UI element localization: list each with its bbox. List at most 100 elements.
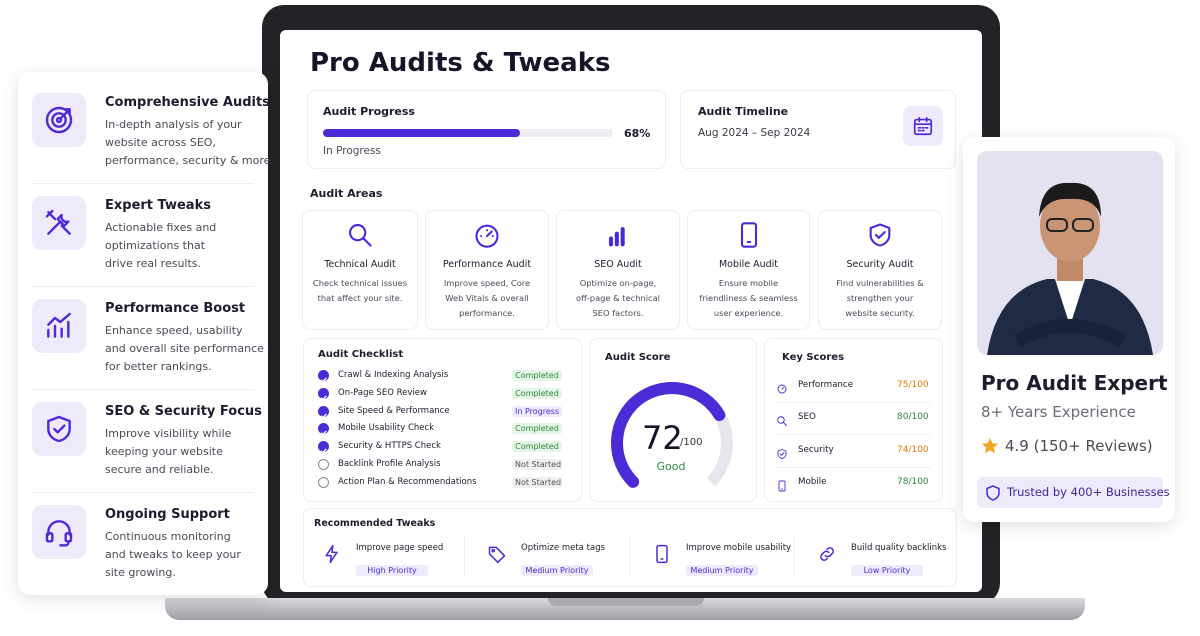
shield-icon [986, 485, 1000, 501]
check-circle [318, 423, 329, 436]
status-pill: Completed [512, 441, 562, 453]
gauge-value [611, 382, 726, 488]
timeline-heading: Audit Timeline [698, 105, 789, 118]
area-card: Performance Audit Improve speed, Core Web … [425, 210, 549, 330]
check-task: Crawl & Indexing Analysis [338, 370, 449, 380]
check-task: On-Page SEO Review [338, 387, 427, 398]
area-icon-svg [608, 227, 625, 247]
feature-text: In-depth analysis of your [105, 118, 242, 131]
areas-heading: Audit Areas [310, 187, 383, 200]
score-value: 72 [642, 419, 683, 457]
feature-title: Ongoing Support [105, 507, 230, 522]
checklist-card: Audit Checklist Crawl & Indexing Analysis… [303, 338, 582, 502]
key-icon-svg [777, 384, 787, 394]
check-circle [318, 405, 329, 419]
key-icon [776, 445, 788, 464]
key-name: Performance [798, 380, 854, 390]
key-scores-heading: Key Scores [782, 352, 845, 363]
calendar-icon-svg [913, 116, 933, 136]
feature-text: keeping your website [105, 445, 223, 458]
tweak-title: Improve page speed [356, 543, 444, 553]
feature-title: Comprehensive Audits [105, 95, 270, 110]
feature-text: website across SEO, [105, 136, 216, 149]
star-icon [982, 438, 998, 454]
tweak-icon [322, 544, 342, 568]
check-circle [318, 459, 329, 470]
check-task: Mobile Usability Check [338, 423, 435, 434]
area-title: Mobile Audit [718, 259, 779, 270]
progress-heading: Audit Progress [323, 105, 415, 118]
area-icon [473, 221, 501, 253]
area-icon-svg [869, 223, 891, 247]
feature-text: site growing. [105, 566, 176, 579]
check-circle [318, 476, 329, 488]
status-pill: Completed [512, 387, 562, 399]
progress-status: In Progress [323, 145, 381, 157]
progress-bar [323, 129, 521, 137]
check-circle [318, 370, 329, 383]
area-icon-svg [740, 222, 757, 248]
priority-pill: Low Priority [851, 565, 923, 576]
divider [32, 389, 254, 390]
feature-icon [32, 93, 86, 147]
key-icon-svg [777, 416, 787, 427]
check-task: Site Speed & Performance [338, 405, 450, 416]
area-text: performance. [459, 308, 515, 318]
area-icon-svg [475, 224, 499, 248]
calendar-icon [912, 115, 934, 141]
feature-icon [32, 196, 86, 250]
feature-text: optimizations that [105, 239, 206, 252]
area-title: Technical Audit [324, 259, 396, 270]
icon [43, 516, 75, 552]
divider [776, 434, 931, 436]
trust-badge: Trusted by 400+ Businesses [977, 477, 1170, 508]
status-pill: Completed [512, 370, 562, 381]
key-icon-svg [778, 480, 786, 492]
check-mark [320, 413, 327, 419]
divider [776, 402, 931, 403]
area-card: Technical Audit Check technical issues tha… [302, 210, 418, 330]
dashboard-title: Pro Audits & Tweaks [310, 48, 611, 78]
check-mark [320, 430, 327, 436]
check-circle [318, 441, 329, 454]
tweak-icon-svg [325, 544, 338, 564]
area-title: SEO Audit [594, 259, 642, 270]
divider [32, 183, 254, 184]
checklist-heading: Audit Checklist [318, 349, 404, 360]
feature-text: Improve visibility while [105, 427, 232, 440]
icon [43, 104, 75, 140]
area-text: user experience. [713, 308, 784, 318]
area-title: Security Audit [846, 259, 914, 270]
key-score: 75/100 [897, 380, 929, 390]
area-icon [346, 221, 374, 253]
tweak-icon [487, 544, 507, 568]
priority-pill: Medium Priority [521, 565, 593, 576]
score-max: /100 [680, 437, 703, 448]
key-icon [776, 380, 788, 399]
feature-text: performance, security & more. [105, 154, 274, 167]
key-scores-card: Key Scores Performance 75/100 SEO 80/100 Secu… [764, 338, 943, 502]
area-title: Performance Audit [442, 259, 532, 270]
area-text: off-page & technical [576, 293, 660, 303]
area-icon-svg [349, 224, 372, 247]
divider [32, 286, 254, 287]
feature-text: secure and reliable. [105, 463, 214, 476]
status-pill: Not Started [512, 459, 562, 470]
check-mark [320, 377, 327, 383]
feature-icon [32, 402, 86, 456]
area-card: SEO Audit Optimize on-page, off-page & tec… [556, 210, 680, 330]
divider [32, 492, 254, 493]
key-score: 78/100 [897, 476, 929, 487]
profile-photo [977, 151, 1163, 355]
key-score: 80/100 [897, 412, 929, 423]
feature-text: Enhance speed, usability [105, 324, 243, 337]
laptop-notch [548, 598, 704, 606]
status-pill: Completed [512, 423, 562, 435]
check-task: Backlink Profile Analysis [338, 459, 441, 469]
timeline-range: Aug 2024 – Sep 2024 [698, 127, 811, 139]
check-mark [320, 395, 327, 401]
feature-title: Performance Boost [105, 301, 246, 316]
gauge-svg [611, 382, 733, 488]
gauge [590, 339, 756, 505]
